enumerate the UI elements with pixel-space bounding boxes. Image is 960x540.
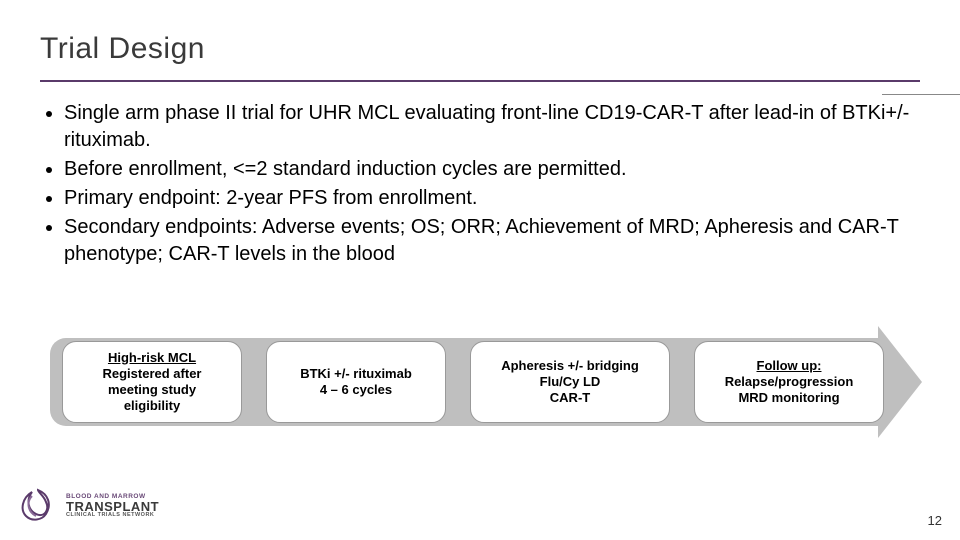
slide: Trial Design Single arm phase II trial f… [0, 0, 960, 540]
flow-box-line: 4 – 6 cycles [320, 382, 392, 398]
bullet-list: Single arm phase II trial for UHR MCL ev… [42, 100, 912, 270]
flow-box-line: High-risk MCL [108, 350, 196, 366]
flow-box-line: eligibility [124, 398, 180, 414]
flow-box-line: CAR-T [550, 390, 590, 406]
bullet-item: Before enrollment, <=2 standard inductio… [64, 156, 912, 183]
flow-box-line: meeting study [108, 382, 196, 398]
flow-box-line: BTKi +/- rituximab [300, 366, 412, 382]
flow-box-line: Follow up: [757, 358, 822, 374]
flow-box-3: Apheresis +/- bridging Flu/Cy LD CAR-T [470, 341, 670, 423]
logo-text: BLOOD AND MARROW TRANSPLANT CLINICAL TRI… [66, 494, 159, 519]
bullet-item: Single arm phase II trial for UHR MCL ev… [64, 100, 912, 154]
flow-box-1: High-risk MCL Registered after meeting s… [62, 341, 242, 423]
page-number: 12 [928, 513, 942, 528]
flow-box-line: Flu/Cy LD [540, 374, 601, 390]
bullet-item: Primary endpoint: 2-year PFS from enroll… [64, 185, 912, 212]
flow-box-line: Apheresis +/- bridging [501, 358, 639, 374]
flow-boxes: High-risk MCL Registered after meeting s… [50, 332, 920, 432]
flow-box-4: Follow up: Relapse/progression MRD monit… [694, 341, 884, 423]
right-rule [882, 94, 960, 95]
flow-box-2: BTKi +/- rituximab 4 – 6 cycles [266, 341, 446, 423]
title-underline [40, 80, 920, 82]
footer-logo: BLOOD AND MARROW TRANSPLANT CLINICAL TRI… [18, 486, 159, 526]
slide-title: Trial Design [40, 32, 205, 66]
bullet-item: Secondary endpoints: Adverse events; OS;… [64, 214, 912, 268]
flow-box-line: MRD monitoring [738, 390, 839, 406]
flow-box-line: Registered after [103, 366, 202, 382]
flow-box-line: Relapse/progression [725, 374, 854, 390]
flow-arrow-diagram: High-risk MCL Registered after meeting s… [50, 332, 920, 432]
logo-line3: CLINICAL TRIALS NETWORK [66, 513, 159, 519]
logo-icon [18, 486, 58, 526]
